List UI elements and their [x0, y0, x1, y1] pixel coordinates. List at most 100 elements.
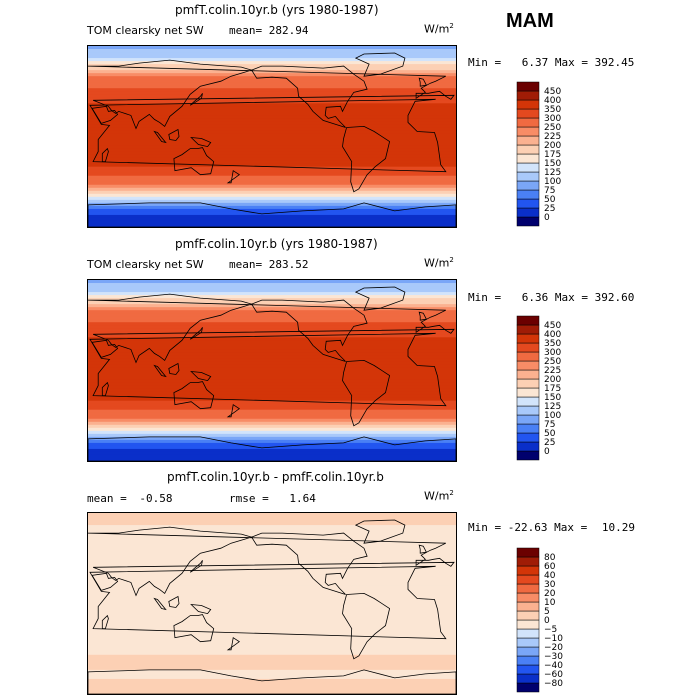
panel3-map-band: [88, 663, 456, 668]
panel2-colorbar-swatch: [516, 423, 540, 434]
coastline-3: [173, 614, 215, 643]
coastline-3: [173, 147, 215, 176]
panel1-map-band: [88, 190, 456, 195]
panel3-map-band: [88, 636, 456, 641]
panel1-colorbar-label: 300: [544, 114, 561, 124]
panel3-map-band: [88, 618, 456, 623]
panel1-map-band: [88, 214, 456, 219]
panel2-map-band: [88, 421, 456, 426]
panel3-colorbar-swatch: [516, 655, 540, 666]
coastline-14: [418, 311, 428, 321]
panel1-map-band: [88, 142, 456, 147]
panel1-map-band: [88, 187, 456, 192]
panel3-mean-label: mean =: [87, 492, 127, 505]
panel2-colorbar-label: 125: [544, 402, 561, 412]
panel1-map-band: [88, 58, 456, 62]
coastline-13: [226, 404, 241, 418]
panel1-colorbar-label: 100: [544, 177, 561, 187]
panel2-colorbar-swatch: [516, 432, 540, 443]
panel2-map-band: [88, 367, 456, 372]
panel1-min-label: Min =: [468, 56, 502, 69]
panel2-colorbar-swatch: [516, 360, 540, 371]
panel2-map-band: [88, 418, 456, 423]
panel2-units-text: W/m: [424, 256, 450, 270]
panel2-colorbar-swatch: [516, 369, 540, 380]
panel3-map-band: [88, 585, 456, 590]
panel2-map-band: [88, 403, 456, 408]
panel1-map-band: [88, 88, 456, 92]
panel3-map-band: [88, 522, 456, 526]
panel3-min-label: Min =: [468, 521, 502, 534]
panel3-colorbar-label: −10: [544, 634, 563, 644]
panel1-max-value: 392.45: [594, 56, 635, 69]
coastline-9: [189, 327, 203, 340]
panel3-min-value: -22.63: [507, 521, 548, 534]
panel3-map-band: [88, 657, 456, 662]
panel2-map-band: [88, 310, 456, 314]
panel3-map-band: [88, 645, 456, 650]
panel2-title: pmfF.colin.10yr.b (yrs 1980-1987): [175, 237, 378, 251]
panel1-map-band: [88, 223, 456, 227]
panel3-map-band: [88, 633, 456, 638]
panel1-map-band: [88, 76, 456, 80]
panel3-map-band: [88, 648, 456, 653]
panel1-units-text: W/m: [424, 22, 450, 36]
panel2-colorbar-label: 25: [544, 438, 555, 448]
panel3-map-band: [88, 642, 456, 647]
coastline-2: [91, 572, 119, 591]
panel3-colorbar-swatch: [516, 637, 540, 648]
panel3-map-band: [88, 690, 456, 694]
panel3-colorbar-label: 60: [544, 562, 556, 572]
panel3-map-band: [88, 528, 456, 532]
panel1-map-band: [88, 82, 456, 86]
panel1-map-band: [88, 121, 456, 126]
panel1-colorbar-label: 0: [544, 213, 550, 223]
panel2-map-band: [88, 280, 456, 284]
panel3-rmse: rmse = 1.64: [229, 492, 316, 505]
panel2-map-band: [88, 358, 456, 363]
panel3-colorbar-swatch: [516, 664, 540, 675]
coastline-12: [190, 136, 212, 148]
panel3-map-band: [88, 660, 456, 665]
panel1-map-band: [88, 139, 456, 144]
coastline-8: [101, 614, 109, 629]
panel3-map-band: [88, 591, 456, 596]
panel2-map-band: [88, 355, 456, 360]
panel3-map-band: [88, 666, 456, 671]
coastline-7: [88, 202, 456, 227]
coastline-0: [89, 98, 447, 173]
panel1-map-band: [88, 94, 456, 98]
panel2-map-band: [88, 307, 456, 311]
panel1-units-sup: 2: [449, 22, 454, 30]
panel3-colorbar-swatch: [516, 556, 540, 567]
panel2-map-band: [88, 337, 456, 341]
panel3-colorbar-swatch: [516, 574, 540, 585]
panel2-colorbar-label: 175: [544, 384, 561, 394]
panel1-colorbar-swatch: [516, 171, 540, 182]
panel2-map-band: [88, 292, 456, 296]
coastline-1: [88, 526, 455, 597]
panel1-map-band: [88, 85, 456, 89]
coastline-8: [101, 147, 109, 162]
panel1-map-band: [88, 70, 456, 74]
panel1-map-band: [88, 127, 456, 132]
panel2-map-band: [88, 379, 456, 384]
coastline-1: [88, 293, 455, 364]
panel1-map-band: [88, 67, 456, 71]
panel2-map-band: [88, 424, 456, 429]
panel3-map-band: [88, 612, 456, 617]
coastline-14: [418, 544, 428, 554]
coastline-9: [189, 560, 203, 573]
panel3-map-band: [88, 627, 456, 632]
panel3-units: W/m2: [424, 489, 454, 503]
panel2-map-band: [88, 373, 456, 378]
panel1-map-band: [88, 217, 456, 222]
panel2-map-band: [88, 388, 456, 393]
coastline-2: [91, 339, 119, 358]
panel2-map-band: [88, 394, 456, 399]
panel3-colorbar-swatch: [516, 565, 540, 576]
panel2-map-band: [88, 346, 456, 350]
panel3-map-band: [88, 672, 456, 677]
panel3-rmse-label: rmse =: [229, 492, 269, 505]
